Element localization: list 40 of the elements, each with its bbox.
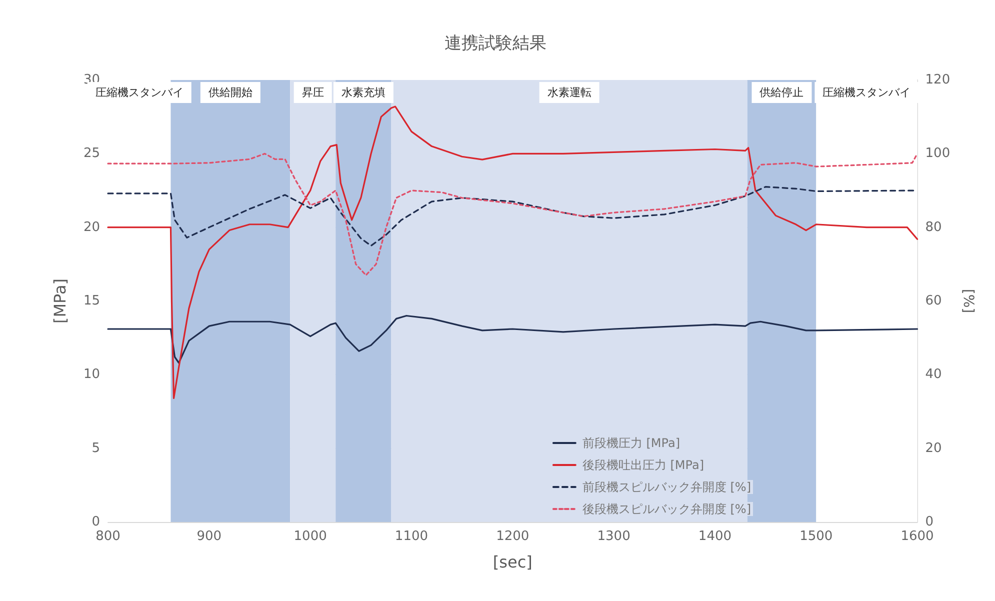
x-tick-label: 1300 [597,529,630,544]
line-series [107,314,918,364]
y2-tick-label: 20 [925,440,942,456]
y2-axis-title: [%] [960,288,976,314]
x-tick-label: 1500 [800,529,833,544]
x-tick-label: 1600 [900,529,934,544]
band-label: 昇圧 [302,86,324,99]
y2-tick-label: 80 [925,220,942,235]
line-series [107,152,918,276]
band-label: 水素運転 [547,86,592,99]
y-tick-label: 5 [92,440,100,456]
line-series [107,106,918,400]
legend-label: 後段機吐出圧力 [MPa] [582,458,704,472]
y-tick-label: 0 [92,514,100,530]
y-tick-label: 10 [83,367,100,382]
band-label: 圧縮機スタンバイ [95,86,184,99]
x-tick-label: 1400 [698,529,732,544]
y2-tick-label: 100 [925,146,950,162]
y2-tick-label: 120 [925,72,950,88]
chart-title: 連携試験結果 [444,34,546,54]
y-tick-label: 15 [83,294,100,308]
x-tick-label: 1100 [394,529,428,544]
band-label: 圧縮機スタンバイ [822,86,911,99]
x-tick-label: 800 [96,529,120,544]
band-label: 供給開始 [208,86,252,99]
x-tick-label: 900 [196,529,222,544]
x-tick-label: 1000 [294,529,327,544]
band-label: 供給停止 [760,86,804,99]
y-axis-title: [MPa] [50,278,70,324]
legend-label: 前段機スピルバック弁開度 [%] [582,480,752,494]
y2-tick-label: 40 [925,367,942,382]
legend-label: 後段機スピルバック弁開度 [%] [582,502,752,516]
x-tick-label: 1200 [496,529,530,544]
y2-tick-label: 0 [925,514,934,530]
y-tick-label: 20 [83,220,100,235]
x-axis-title: [sec] [492,552,532,572]
band-label: 水素充填 [341,86,386,99]
y-tick-label: 25 [83,146,100,162]
legend-label: 前段機圧力 [MPa] [582,436,680,450]
y2-tick-label: 60 [925,294,942,308]
